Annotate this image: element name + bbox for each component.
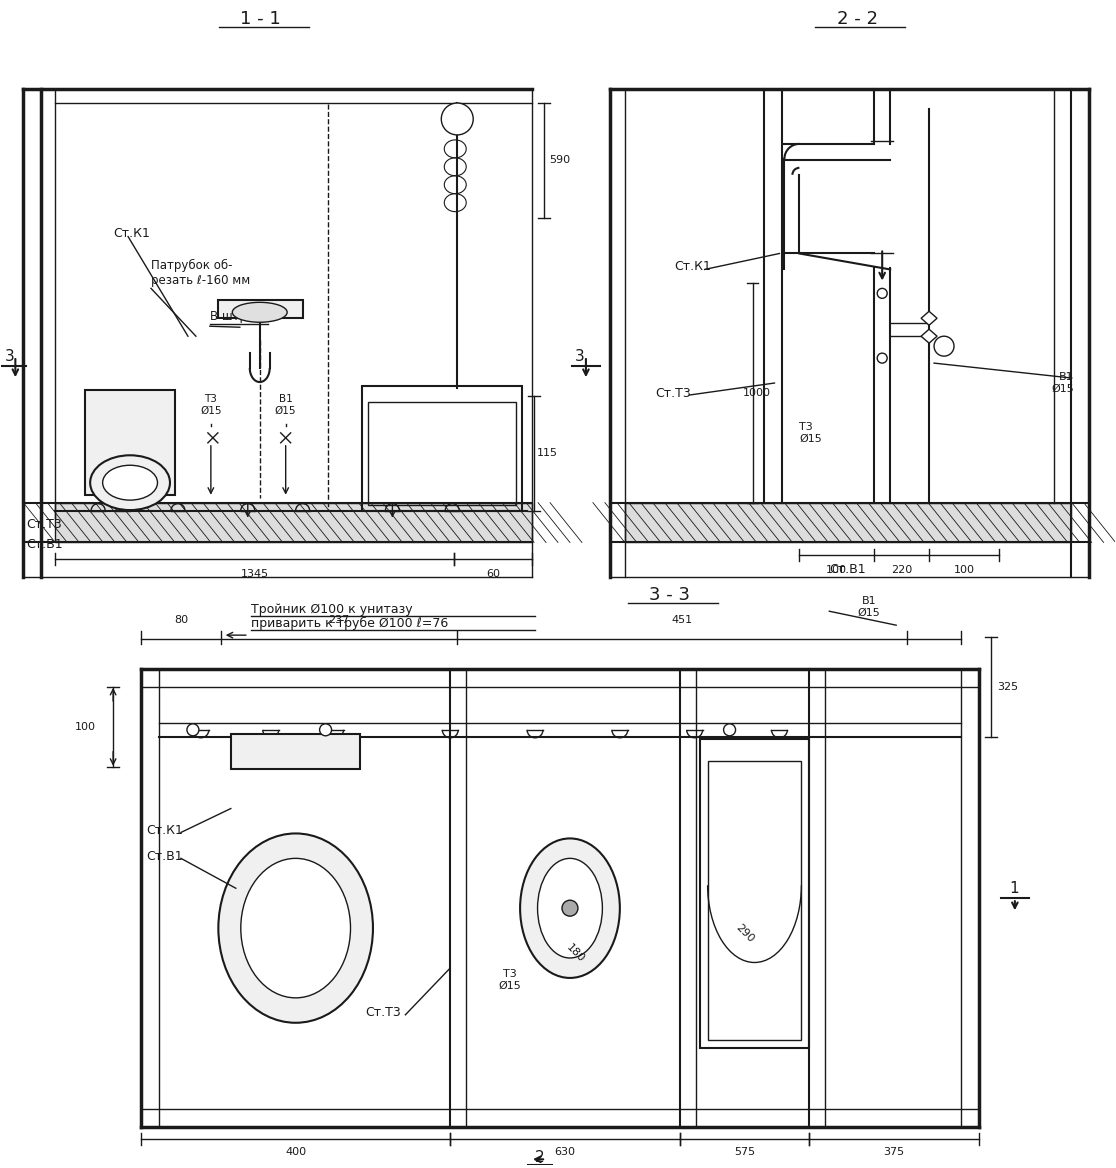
Text: 100: 100: [953, 565, 974, 576]
Ellipse shape: [219, 834, 373, 1023]
Text: Патрубок об-
резать ℓ-160 мм: Патрубок об- резать ℓ-160 мм: [151, 259, 250, 287]
Text: Ст.К1: Ст.К1: [113, 227, 150, 241]
Text: 1345: 1345: [241, 569, 269, 579]
Text: 1 - 1: 1 - 1: [240, 11, 281, 28]
Text: 3: 3: [4, 348, 15, 363]
Text: В штраб: В штраб: [210, 310, 261, 322]
Text: Ст.В1: Ст.В1: [829, 563, 866, 576]
Circle shape: [877, 353, 887, 363]
Polygon shape: [921, 312, 937, 325]
Bar: [85, 390, 175, 494]
Bar: [368, 402, 516, 505]
Circle shape: [723, 724, 735, 736]
Text: приварить к трубе Ø100 ℓ=76: приварить к трубе Ø100 ℓ=76: [251, 617, 448, 630]
Text: Ст.К1: Ст.К1: [675, 260, 712, 273]
Ellipse shape: [520, 839, 619, 978]
Text: 400: 400: [285, 1147, 306, 1157]
Circle shape: [934, 336, 954, 356]
Text: Ст.Т3: Ст.Т3: [27, 519, 62, 531]
Text: Ст.В1: Ст.В1: [146, 850, 183, 863]
Text: Т3
Ø15: Т3 Ø15: [799, 422, 822, 444]
Ellipse shape: [241, 858, 350, 997]
Text: Ст.К1: Ст.К1: [146, 823, 183, 837]
Text: 115: 115: [537, 449, 558, 458]
Bar: [363, 387, 522, 510]
Circle shape: [441, 103, 473, 135]
Text: Тройник Ø100 к унитазу: Тройник Ø100 к унитазу: [251, 603, 413, 616]
Text: 325: 325: [997, 682, 1018, 691]
Text: 590: 590: [549, 155, 570, 166]
Text: 290: 290: [733, 922, 756, 944]
Circle shape: [186, 724, 199, 736]
Text: 237: 237: [328, 616, 349, 625]
Text: 60: 60: [487, 569, 500, 579]
Text: Т3
Ø15: Т3 Ø15: [200, 395, 222, 416]
Ellipse shape: [538, 858, 603, 958]
Circle shape: [319, 724, 331, 736]
Text: 575: 575: [734, 1147, 756, 1157]
Text: 2: 2: [536, 1149, 545, 1164]
Text: 630: 630: [555, 1147, 576, 1157]
Ellipse shape: [232, 303, 287, 322]
Text: Ст.В1: Ст.В1: [27, 538, 62, 551]
Text: 3: 3: [575, 348, 585, 363]
Text: 2 - 2: 2 - 2: [837, 11, 878, 28]
Text: 180: 180: [564, 943, 586, 964]
Circle shape: [877, 288, 887, 298]
Polygon shape: [921, 329, 937, 343]
Text: Т3
Ø15: Т3 Ø15: [499, 969, 521, 990]
Text: 1: 1: [1009, 881, 1019, 896]
Text: 100: 100: [826, 565, 847, 576]
Text: 1000: 1000: [742, 388, 770, 398]
Text: В1
Ø15: В1 Ø15: [1051, 373, 1074, 394]
Text: 100: 100: [75, 722, 96, 732]
Text: В1
Ø15: В1 Ø15: [275, 395, 297, 416]
Bar: [56, 502, 532, 542]
Bar: [708, 760, 801, 1040]
Ellipse shape: [103, 465, 157, 500]
Ellipse shape: [90, 456, 170, 510]
Text: 220: 220: [891, 565, 912, 576]
Text: Ст.Т3: Ст.Т3: [655, 387, 691, 399]
Bar: [700, 739, 809, 1048]
Circle shape: [562, 901, 578, 916]
Bar: [231, 734, 360, 769]
Text: 375: 375: [884, 1147, 905, 1157]
Bar: [625, 502, 1070, 542]
Text: 3 - 3: 3 - 3: [650, 586, 690, 604]
Bar: [218, 300, 302, 318]
Text: Ст.Т3: Ст.Т3: [365, 1007, 402, 1020]
Text: 451: 451: [671, 616, 692, 625]
Text: В1
Ø15: В1 Ø15: [858, 597, 881, 618]
Text: 80: 80: [174, 616, 187, 625]
